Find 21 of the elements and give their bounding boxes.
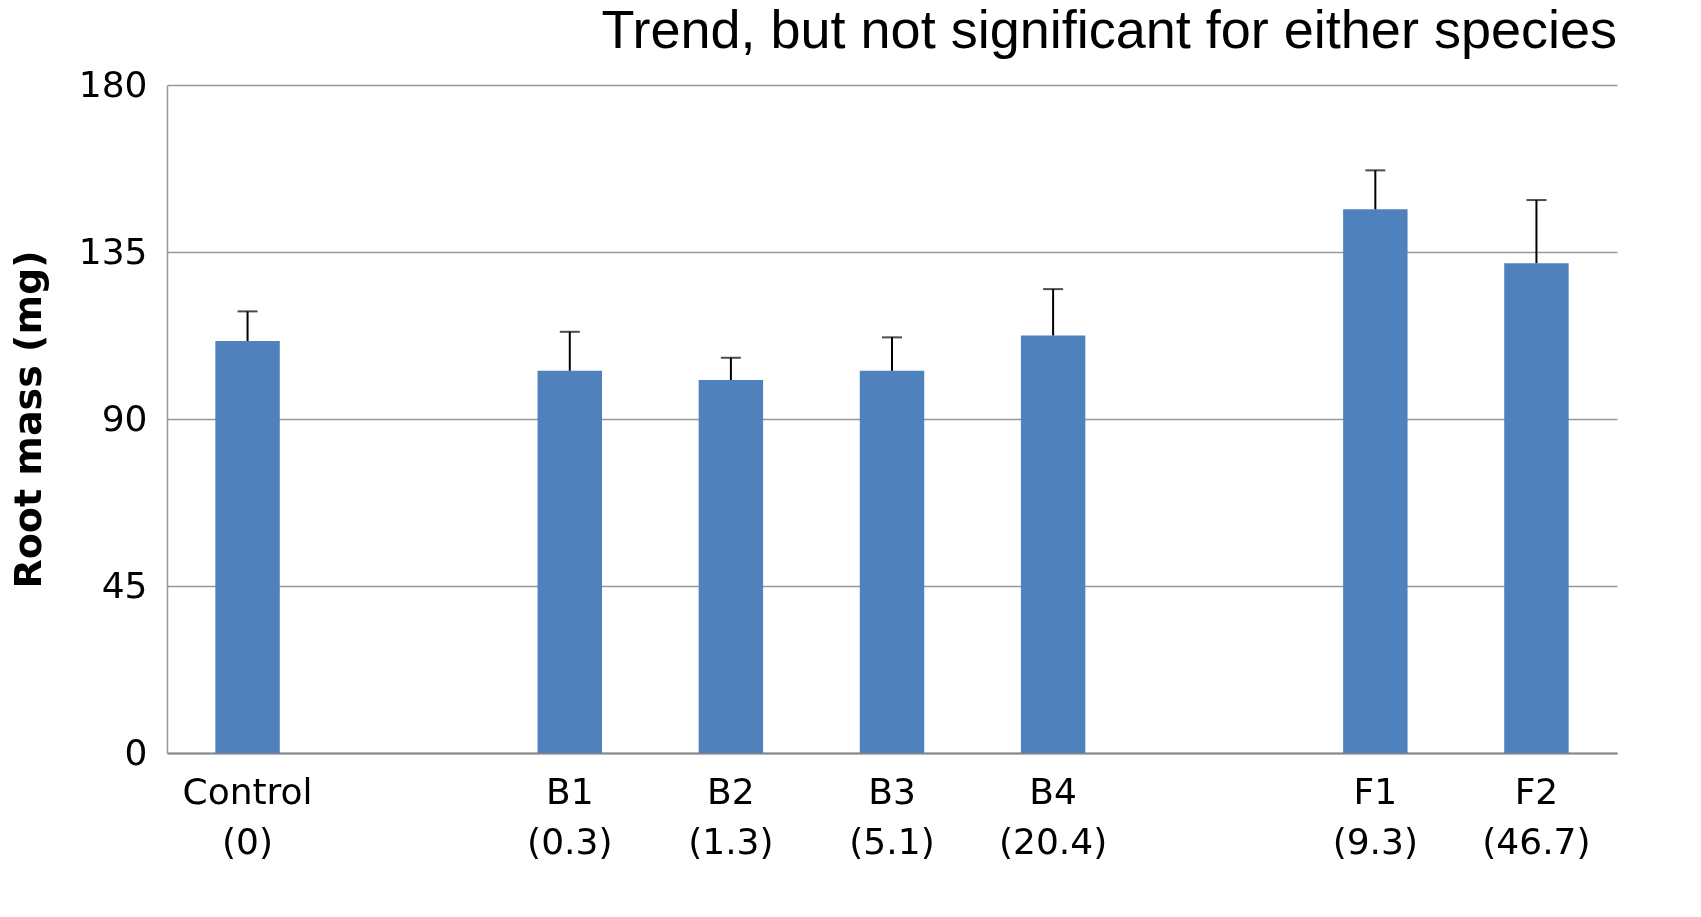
x-tick-label: B4 (20.4) bbox=[998, 770, 1108, 862]
bar bbox=[537, 370, 602, 753]
bar bbox=[1504, 263, 1569, 753]
y-tick-label: 135 bbox=[78, 230, 148, 272]
x-tick-label: Control (0) bbox=[182, 770, 313, 862]
x-tick-label: F1 (9.3) bbox=[1332, 770, 1419, 862]
bar bbox=[698, 380, 764, 753]
y-tick-label: 45 bbox=[101, 564, 148, 606]
x-tick-label: B2 (1.3) bbox=[688, 770, 774, 862]
bar bbox=[1020, 335, 1086, 753]
x-tick-label: F2 (46.7) bbox=[1482, 770, 1591, 862]
bar bbox=[859, 370, 925, 753]
y-axis-title: Root mass (mg) bbox=[5, 250, 50, 589]
chart-title: Trend, but not significant for either species bbox=[601, 0, 1617, 59]
bar bbox=[215, 341, 280, 753]
x-tick-label: B1 (0.3) bbox=[527, 770, 613, 862]
y-tick-label: 180 bbox=[78, 63, 148, 105]
x-tick-label: B3 (5.1) bbox=[849, 770, 935, 862]
y-tick-label: 90 bbox=[101, 397, 148, 439]
bar bbox=[1343, 209, 1408, 753]
y-tick-label: 0 bbox=[124, 731, 148, 773]
